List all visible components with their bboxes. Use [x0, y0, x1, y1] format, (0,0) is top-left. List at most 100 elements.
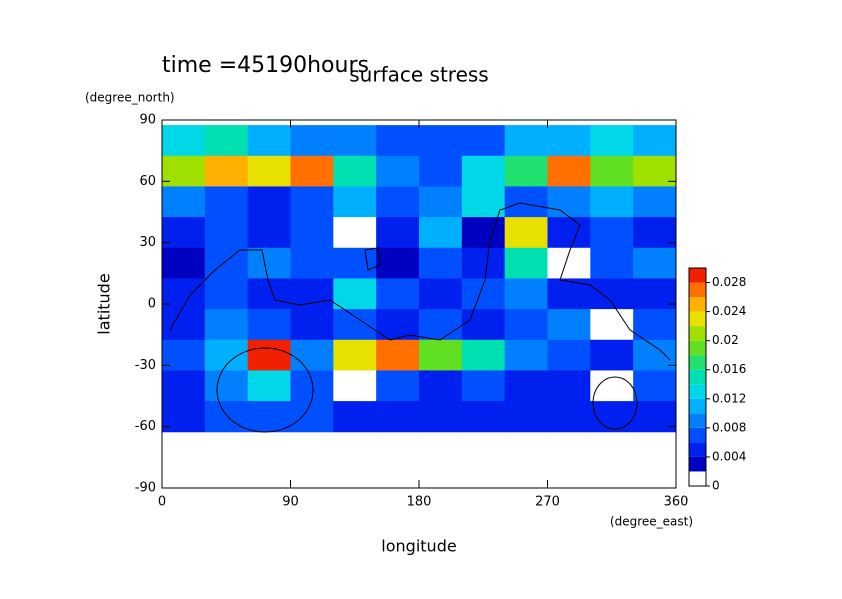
colorbar-frame [688, 267, 707, 487]
colorbar-tick-label: 0.012 [712, 391, 746, 405]
heatmap-cell [247, 186, 291, 218]
heatmap-cell [633, 155, 677, 187]
heatmap-cell [290, 309, 334, 341]
heatmap-cell [247, 125, 291, 157]
heatmap-cell [547, 401, 591, 433]
heatmap-cell [461, 401, 506, 433]
heatmap-cell [162, 309, 206, 341]
coastline [169, 202, 671, 361]
heatmap-cell [376, 370, 420, 402]
x-tick-label: 180 [407, 495, 432, 510]
heatmap-cell [419, 339, 463, 371]
heatmap-cell [204, 370, 249, 402]
y-tick-label: -60 [135, 419, 156, 434]
heatmap-cell [162, 217, 206, 249]
heatmap-cell [162, 401, 206, 433]
heatmap-cell [247, 217, 291, 249]
heatmap-cell [204, 186, 249, 218]
heatmap-cell [376, 217, 420, 249]
heatmap-cell [333, 217, 377, 249]
heatmap-cell [461, 370, 506, 402]
y-tick-label: 0 [148, 297, 156, 312]
heatmap-cell [333, 155, 377, 187]
heatmap-cell [504, 247, 548, 279]
heatmap-cell [204, 339, 249, 371]
colorbar-bin [689, 384, 706, 399]
heatmap-cell [333, 186, 377, 218]
x-unit: (degree_east) [610, 515, 693, 529]
heatmap-cell [633, 247, 677, 279]
heatmap-cell [504, 370, 548, 402]
heatmap-cell [547, 155, 591, 187]
heatmap-cell [247, 370, 291, 402]
heatmap-cell [461, 155, 506, 187]
colorbar-tick-label: 0.024 [712, 304, 746, 318]
heatmap-cell [590, 401, 634, 433]
heatmap-cell [547, 370, 591, 402]
heatmap-cell [633, 278, 677, 310]
heatmap-cell [162, 247, 206, 279]
heatmap-cell [376, 247, 420, 279]
colorbar-bin [689, 413, 706, 428]
heatmap-cell [290, 186, 334, 218]
heatmap-cell [333, 278, 377, 310]
heatmap-cell [633, 370, 677, 402]
y-tick-label: 60 [139, 174, 156, 189]
heatmap-cell [204, 401, 249, 433]
heatmap-cell [333, 401, 377, 433]
coastline [216, 347, 314, 433]
heatmap-cell [547, 339, 591, 371]
heatmap-cell [204, 217, 249, 249]
colorbar-tick-label: 0.016 [712, 362, 746, 376]
colorbar-bin [689, 282, 706, 298]
y-tick-label: -90 [135, 481, 156, 496]
heatmap-cell [247, 309, 291, 341]
x-tick-label: 360 [664, 495, 689, 510]
heatmap-cell [633, 217, 677, 249]
heatmap-cell [547, 278, 591, 310]
heatmap-cell [547, 309, 591, 341]
heatmap-cell [504, 278, 548, 310]
heatmap-cell [419, 278, 463, 310]
x-tick-label: 90 [282, 495, 299, 510]
heatmap-cell [590, 217, 634, 249]
heatmap-cell [376, 125, 420, 157]
heatmap-cell [633, 186, 677, 218]
heatmap-cell [633, 401, 677, 433]
y-tick-label: 90 [139, 113, 156, 128]
heatmap-cell [204, 247, 249, 279]
colorbar-bin [689, 427, 706, 443]
heatmap-cell [162, 125, 206, 157]
x-tick-label: 0 [158, 495, 166, 510]
chart-subtitle: time =45190hours [162, 53, 369, 78]
heatmap-cell [290, 155, 334, 187]
heatmap-cell [504, 217, 548, 249]
coastline [592, 376, 638, 430]
heatmap-cell [247, 339, 291, 371]
heatmap-cell [333, 247, 377, 279]
heatmap-cell [376, 155, 420, 187]
heatmap-cell [547, 217, 591, 249]
colorbar-bin [689, 369, 706, 385]
heatmap-cell [590, 309, 634, 341]
colorbar-bin [689, 442, 706, 457]
colorbar-tick-label: 0.02 [712, 333, 739, 347]
heatmap-cell [162, 278, 206, 310]
heatmap-cell [333, 339, 377, 371]
heatmap-cell [204, 155, 249, 187]
heatmap-cell [504, 339, 548, 371]
heatmap-cell [590, 186, 634, 218]
heatmap-cell [461, 186, 506, 218]
heatmap-cell [204, 125, 249, 157]
heatmap-cell [247, 247, 291, 279]
heatmap-cell [290, 125, 334, 157]
heatmap-cell [247, 155, 291, 187]
heatmap-cell [461, 125, 506, 157]
x-tick-label: 270 [535, 495, 560, 510]
colorbar-tick-label: 0.028 [712, 275, 746, 289]
heatmap-cell [633, 309, 677, 341]
heatmap-cell [204, 309, 249, 341]
heatmap-cell [419, 247, 463, 279]
heatmap-cell [590, 339, 634, 371]
